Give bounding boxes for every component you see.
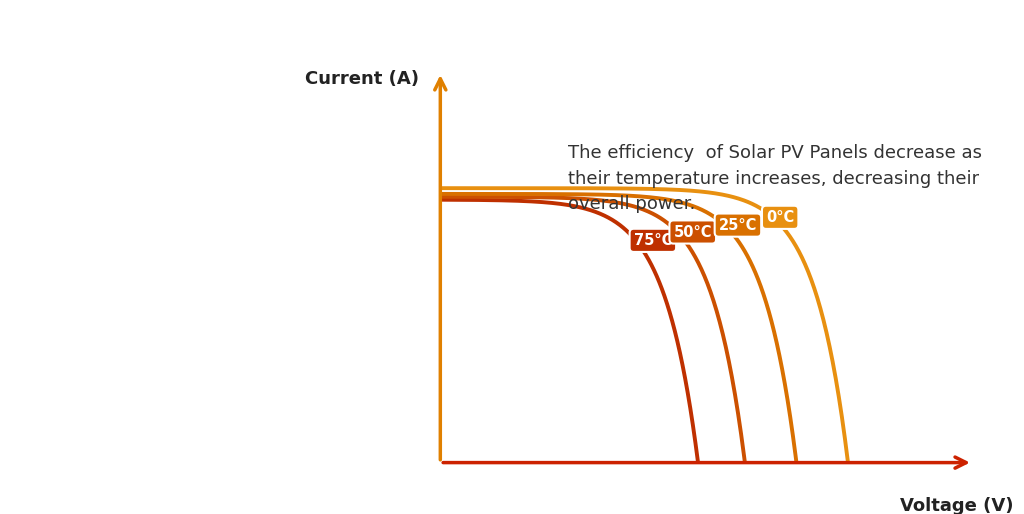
- Text: The efficiency  of Solar PV Panels decrease as
their temperature increases, decr: The efficiency of Solar PV Panels decrea…: [568, 144, 982, 213]
- Text: Current (A): Current (A): [305, 70, 419, 88]
- Text: 0°C: 0°C: [766, 210, 795, 225]
- Text: 50°C: 50°C: [674, 225, 712, 240]
- Text: 25°C: 25°C: [719, 217, 757, 233]
- Text: Voltage (V): Voltage (V): [900, 498, 1014, 514]
- Text: 75°C: 75°C: [634, 233, 672, 248]
